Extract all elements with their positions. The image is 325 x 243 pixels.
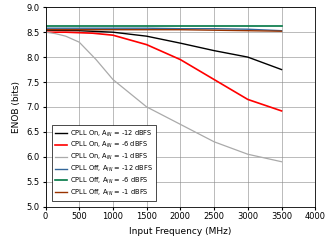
Legend: CPLL On, A$_{IN}$ = -12 dBFS, CPLL On, A$_{IN}$ = -6 dBFS, CPLL On, A$_{IN}$ = -: CPLL On, A$_{IN}$ = -12 dBFS, CPLL On, A… <box>52 125 156 201</box>
Y-axis label: ENOB (bits): ENOB (bits) <box>12 81 21 133</box>
X-axis label: Input Frequency (MHz): Input Frequency (MHz) <box>129 227 231 236</box>
